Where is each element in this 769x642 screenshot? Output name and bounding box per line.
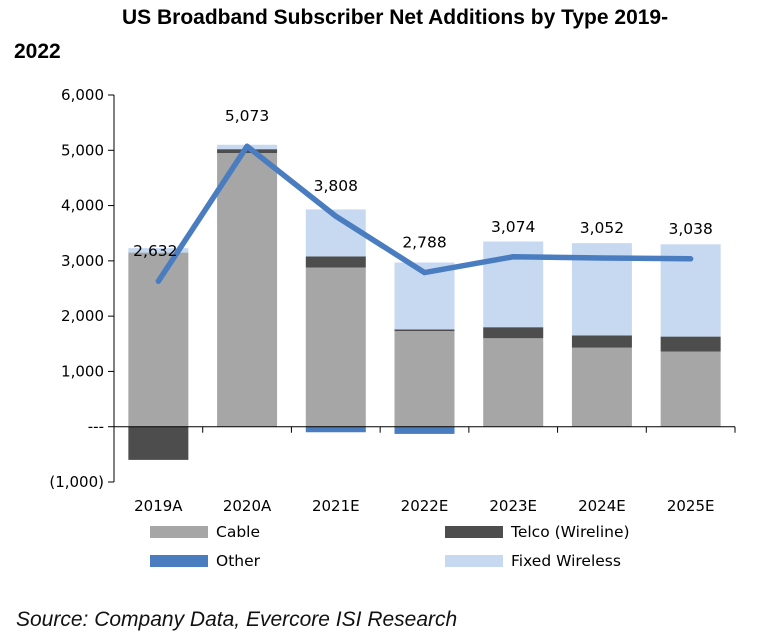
bar-telco-wireline-2025E: [660, 336, 721, 352]
bar-cable-2024E: [571, 347, 632, 427]
x-tick-label: 2020A: [223, 497, 272, 515]
bar-cable-2022E: [394, 331, 455, 427]
data-label-2023E: 3,074: [491, 218, 535, 236]
data-label-2021E: 3,808: [314, 177, 358, 195]
bar-cable-2023E: [483, 338, 544, 427]
y-tick-label: 5,000: [61, 141, 104, 159]
source-note: Source: Company Data, Evercore ISI Resea…: [16, 608, 458, 631]
data-label-2019A: 2,632: [133, 242, 177, 260]
legend-label: Other: [216, 552, 261, 570]
x-axis-labels: 2019A 2020A 2021E 2022E 2023E 2024E 2025E: [134, 497, 714, 515]
total-line: [155, 143, 694, 284]
x-tick-label: 2023E: [489, 497, 537, 515]
chart-title-line-2: 2022: [14, 40, 61, 63]
legend-swatch: [445, 555, 503, 567]
bars: [128, 144, 721, 460]
axes: [113, 95, 736, 482]
legend-label: Cable: [216, 523, 260, 541]
chart-title-line-1: US Broadband Subscriber Net Additions by…: [122, 6, 668, 29]
bar-telco-wireline-2019A: [128, 426, 189, 460]
x-tick-label: 2022E: [401, 497, 449, 515]
data-label-2024E: 3,052: [580, 219, 624, 237]
bar-telco-wireline-2024E: [571, 335, 632, 348]
total-line-labels: 2,632 5,073 3,808 2,788 3,074 3,052 3,038: [133, 107, 713, 260]
legend-swatch: [150, 526, 208, 538]
chart: US Broadband Subscriber Net Additions by…: [14, 6, 736, 570]
y-tick-label: 6,000: [61, 86, 104, 104]
bar-telco-wireline-2023E: [483, 327, 544, 339]
x-tick-label: 2019A: [134, 497, 183, 515]
bar-cable-2025E: [660, 351, 721, 427]
legend-swatch: [150, 555, 208, 567]
legend: Cable Telco (Wireline) Other Fixed Wireless: [150, 523, 630, 570]
bar-telco-wireline-2021E: [305, 256, 366, 268]
total-net-additions-line: [155, 143, 694, 284]
x-tick-label: 2021E: [312, 497, 360, 515]
y-tick-label: ---: [88, 418, 104, 436]
legend-label: Telco (Wireline): [510, 523, 630, 541]
y-tick-label: 1,000: [61, 362, 104, 380]
bar-other-2021E: [305, 426, 366, 433]
data-label-2022E: 2,788: [402, 234, 446, 252]
data-label-2020A: 5,073: [225, 107, 269, 125]
legend-label: Fixed Wireless: [511, 552, 621, 570]
bar-cable-2020A: [217, 153, 278, 427]
x-tick-label: 2024E: [578, 497, 626, 515]
x-tick-label: 2025E: [667, 497, 715, 515]
data-label-2025E: 3,038: [668, 220, 712, 238]
bar-fixed-wireless-2019A: [128, 248, 189, 253]
legend-swatch: [445, 526, 503, 538]
y-tick-label: 2,000: [61, 307, 104, 325]
bar-other-2022E: [394, 426, 455, 434]
bar-cable-2021E: [305, 267, 366, 427]
y-tick-label: 3,000: [61, 252, 104, 270]
y-tick-label: (1,000): [49, 473, 104, 491]
y-tick-label: 4,000: [61, 197, 104, 215]
y-axis-ticks: (1,000) --- 1,000 2,000 3,000 4,000 5,000 6,000: [49, 86, 114, 491]
bar-telco-wireline-2022E: [394, 329, 455, 332]
